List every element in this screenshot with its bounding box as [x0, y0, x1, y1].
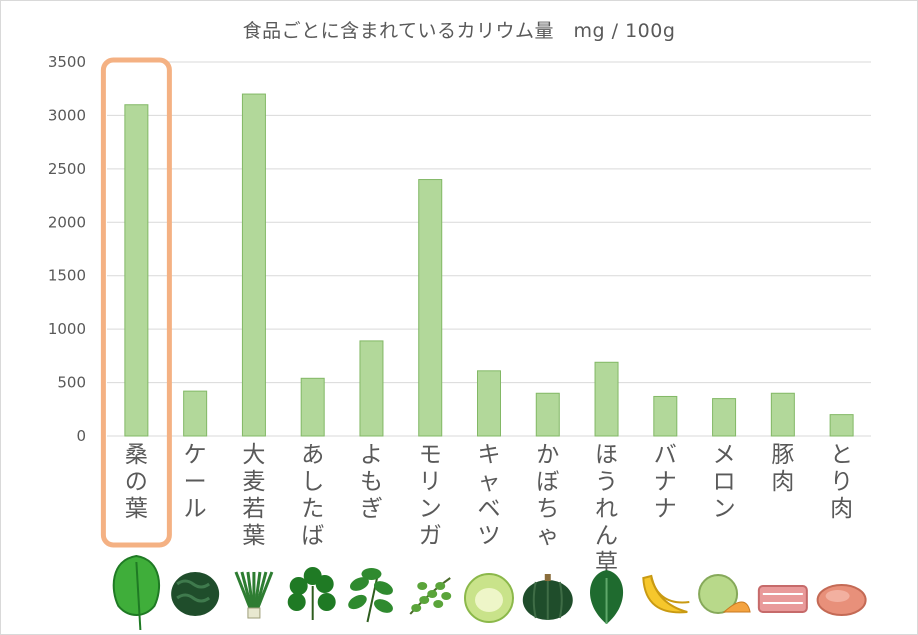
bar-2 [183, 390, 208, 437]
bar-12 [770, 392, 795, 437]
bar-11 [712, 398, 737, 437]
chart-title: 食品ごとに含まれているカリウム量 mg / 100g [242, 20, 676, 42]
mugwort-icon [348, 568, 393, 623]
spinach-icon [590, 570, 624, 624]
x-tick-label: 桑の葉 [125, 442, 148, 522]
bar-4 [300, 377, 325, 437]
moringa-icon [409, 577, 452, 615]
bar-7 [477, 370, 501, 437]
chicken-icon [816, 584, 867, 616]
ashitaba-icon [287, 567, 336, 620]
x-tick-label: あしたば [301, 442, 324, 549]
y-tick-label: 500 [57, 374, 86, 392]
x-tick-label: 大麦若葉 [242, 442, 265, 549]
barley-grass-icon [234, 571, 274, 619]
x-tick-label: ほうれん草 [595, 442, 618, 576]
bar-10 [653, 395, 678, 437]
cabbage-icon [464, 573, 514, 623]
bar-1 [124, 104, 149, 437]
y-tick-label: 3000 [48, 106, 86, 124]
bar-5 [359, 340, 384, 437]
x-tick-label: 豚肉 [771, 442, 794, 495]
bar-9 [594, 361, 619, 437]
x-tick-label: よもぎ [360, 442, 383, 522]
x-tick-label: メロン [713, 442, 736, 522]
melon-icon [698, 574, 751, 614]
x-tick-label: モリンガ [419, 442, 442, 549]
highlight-box [100, 57, 172, 548]
x-tick-label: かぼちゃ [536, 442, 559, 549]
pumpkin-icon [522, 574, 573, 620]
x-tick-label: とり肉 [830, 442, 853, 522]
food-icons [112, 554, 867, 631]
y-tick-label: 2500 [48, 160, 86, 178]
banana-icon [642, 574, 690, 614]
x-tick-label: ケール [184, 442, 207, 522]
mulberry-leaf-icon [112, 554, 161, 631]
y-tick-label: 3500 [48, 53, 86, 71]
y-tick-label: 2000 [48, 213, 86, 231]
y-axis-ticks: 0 500 1000 1500 2000 2500 3000 3500 [48, 53, 86, 445]
bar-13 [829, 414, 854, 437]
y-tick-label: 1500 [48, 267, 86, 285]
x-tick-label: キャベツ [478, 442, 501, 549]
x-tick-label: バナナ [654, 442, 677, 522]
y-tick-label: 1000 [48, 320, 86, 338]
bar-6 [418, 179, 443, 437]
bars [124, 93, 854, 437]
kale-icon [171, 572, 220, 616]
bar-3 [241, 93, 266, 437]
highlight-frame [100, 57, 172, 548]
bar-8 [535, 392, 560, 437]
x-axis-labels: 桑の葉 ケール 大麦若葉 あしたば よもぎ モリンガ キャベツ かぼちゃ ほうれん草 バナナ メロン… [125, 442, 853, 576]
pork-icon [757, 585, 808, 613]
y-tick-label: 0 [76, 427, 86, 445]
